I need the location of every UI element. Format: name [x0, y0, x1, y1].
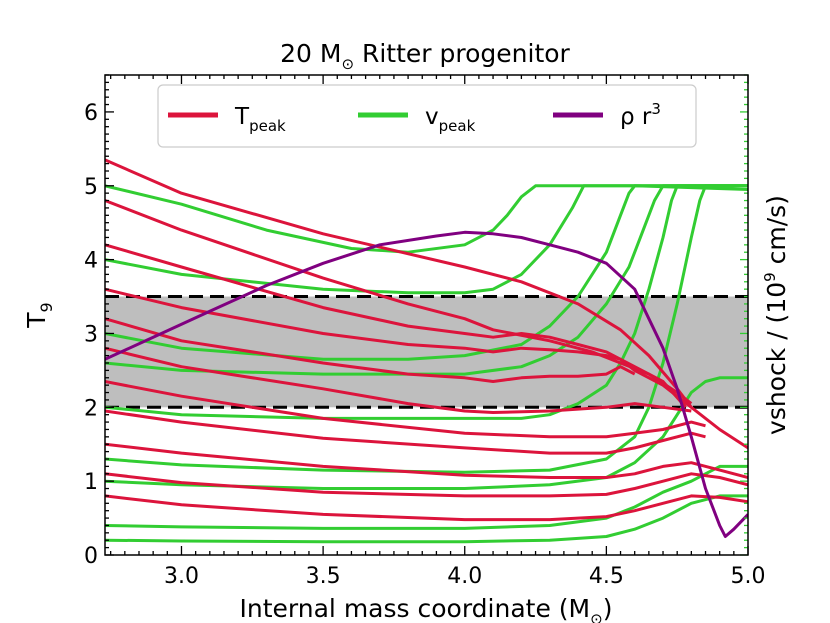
- series-line-tpeak-2: [105, 243, 687, 409]
- y-axis-label-right: vshock / (109 cm/s): [761, 195, 791, 435]
- y-tick-label: 5: [84, 175, 98, 200]
- series-line-vpeak-14: [105, 184, 748, 376]
- legend: Tpeak vpeak ρ r3: [157, 84, 697, 148]
- y-tick-labels: 0 1 2 3 4 5 6: [84, 101, 98, 569]
- series-line-vpeak-11: [105, 184, 748, 254]
- series-layer: [105, 158, 748, 544]
- legend-label-rho: ρ r3: [620, 100, 661, 130]
- x-tick-label: 3.5: [306, 564, 341, 589]
- series-line-tpeak-5: [105, 346, 692, 414]
- y-tick-label: 0: [84, 544, 98, 569]
- plot-frame: [104, 74, 749, 556]
- legend-label-tpeak: Tpeak: [234, 104, 286, 135]
- shaded-band: [105, 296, 748, 408]
- series-line-rho-20: [105, 230, 748, 538]
- x-tick-label: 5.0: [731, 564, 766, 589]
- series-line-tpeak-4: [105, 317, 636, 383]
- series-line-tpeak-8: [105, 442, 748, 479]
- legend-box: [157, 84, 697, 148]
- series-line-tpeak-9: [105, 472, 748, 498]
- x-axis-label: Internal mass coordinate (M⊙): [240, 594, 613, 623]
- series-line-vpeak-19: [105, 494, 748, 544]
- x-tick-label: 4.5: [589, 564, 624, 589]
- series-line-tpeak-10: [105, 494, 748, 522]
- x-tick-label: 4.0: [447, 564, 482, 589]
- series-line-tpeak-7: [105, 409, 706, 455]
- series-line-vpeak-13: [105, 184, 748, 361]
- legend-label-vpeak: vpeak: [425, 104, 476, 135]
- x-tick-label: 3.0: [164, 564, 199, 589]
- y-tick-label: 1: [84, 470, 98, 495]
- series-line-vpeak-12: [105, 184, 748, 295]
- series-line-vpeak-16: [105, 184, 748, 474]
- series-line-vpeak-15: [105, 184, 748, 420]
- y-tick-label: 6: [84, 101, 98, 126]
- series-line-tpeak-6: [105, 380, 706, 439]
- chart-title: 20 M⊙ Ritter progenitor: [280, 39, 570, 73]
- y-tick-label: 2: [84, 396, 98, 421]
- y-axis-label-left: T9: [22, 302, 56, 328]
- y-tick-label: 4: [84, 249, 98, 274]
- y-tick-label: 3: [84, 322, 98, 347]
- series-line-tpeak-0: [105, 158, 748, 450]
- series-line-tpeak-3: [105, 287, 693, 409]
- series-line-vpeak-17: [105, 376, 748, 490]
- x-tick-labels: 3.0 3.5 4.0 4.5 5.0: [164, 564, 766, 589]
